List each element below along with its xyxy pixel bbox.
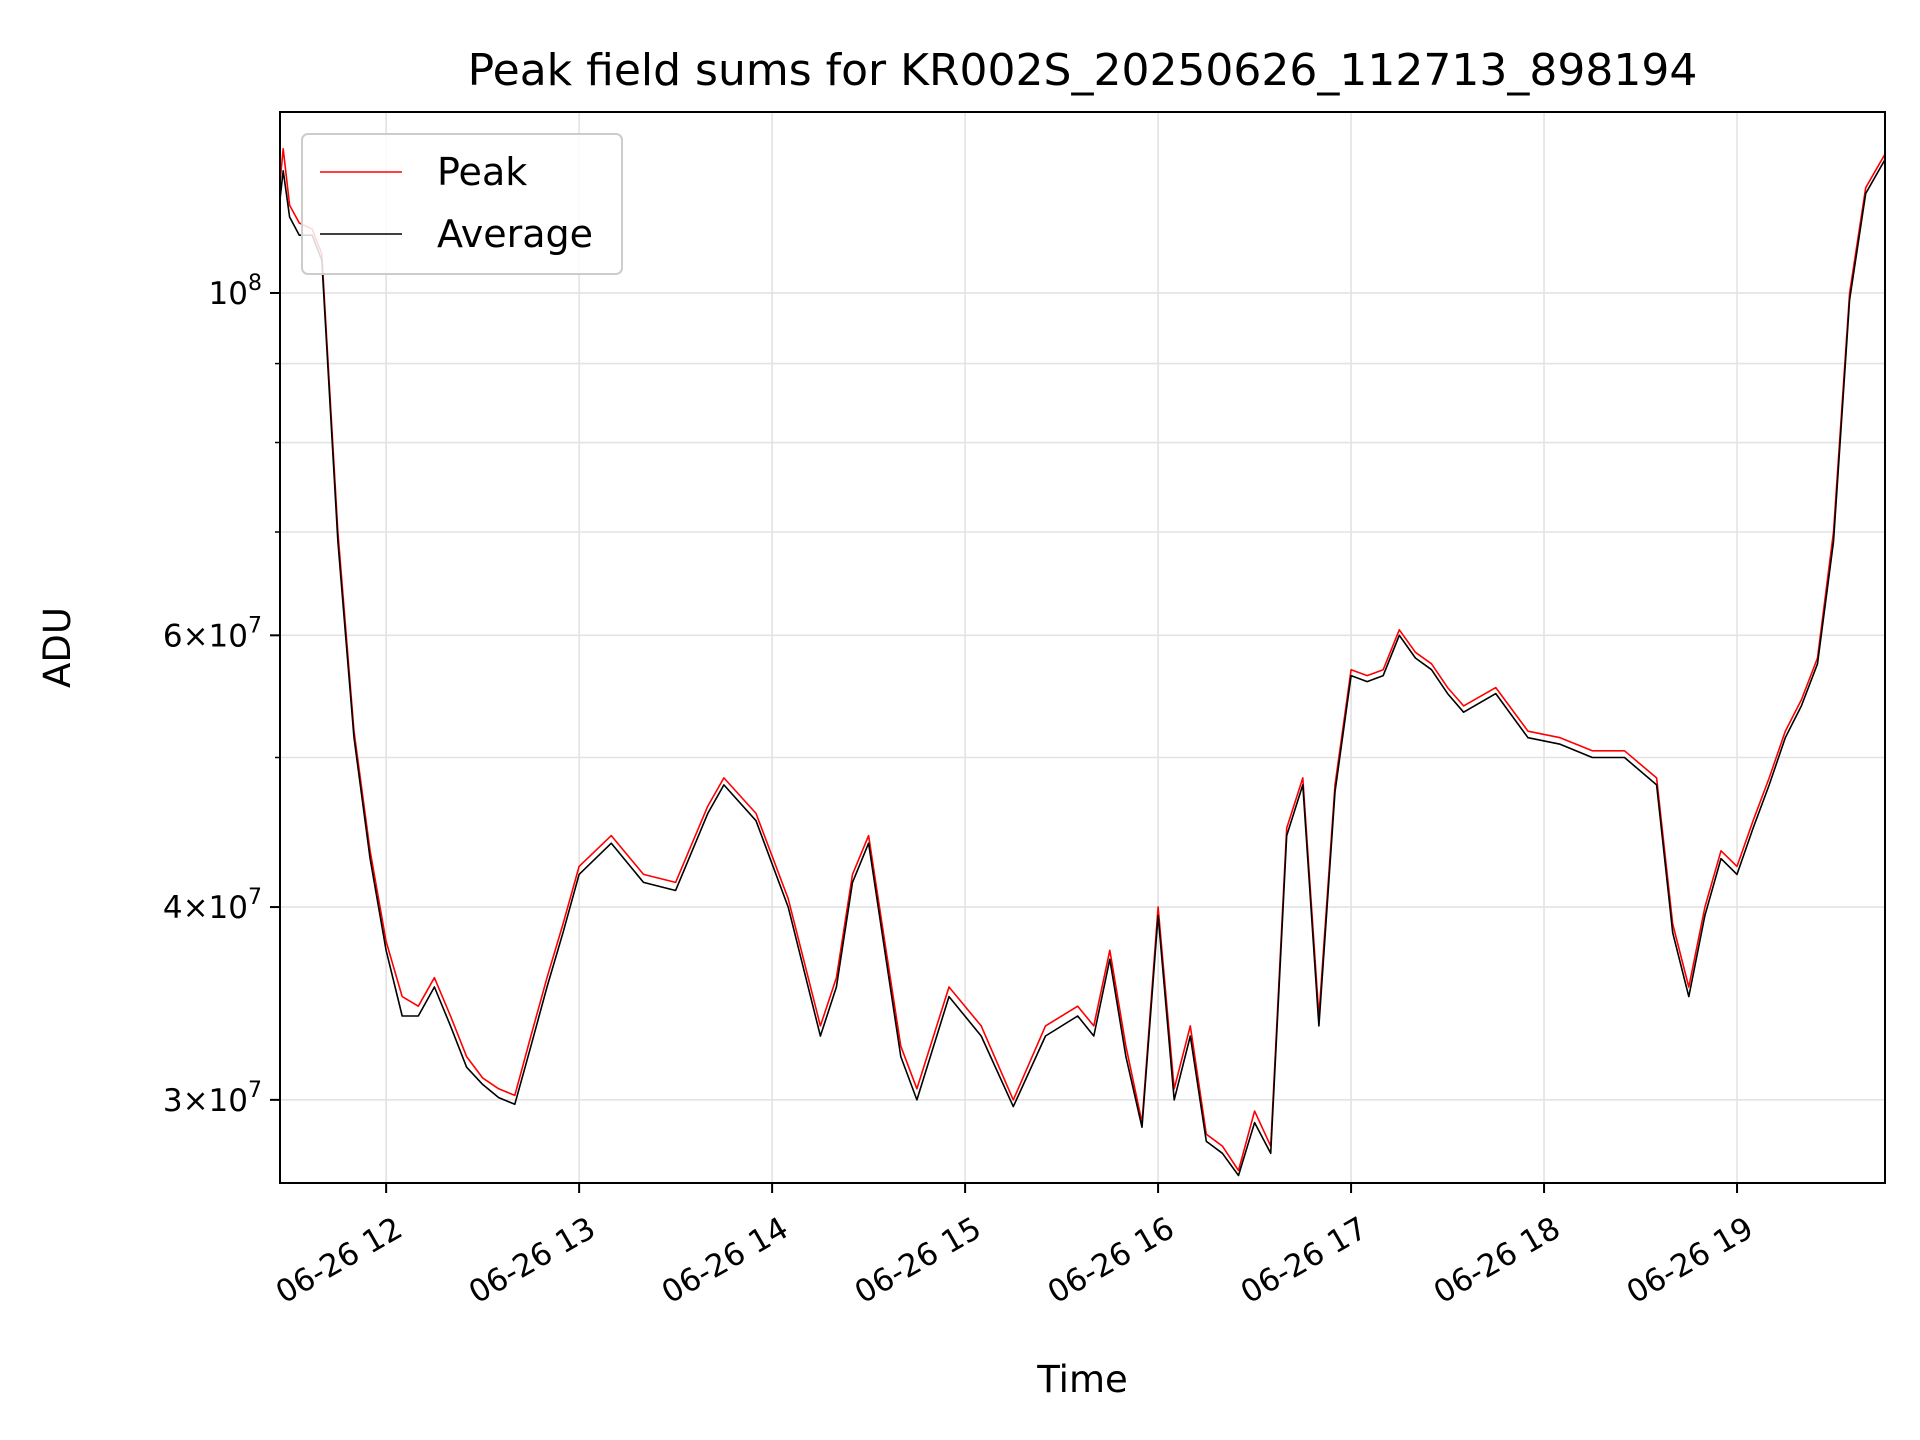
y-tick-base: 10	[209, 1083, 248, 1119]
plot-frame	[279, 111, 1886, 1184]
y-tick-base: 10	[209, 890, 248, 926]
y-tick-label: 3×107	[163, 1078, 262, 1119]
y-tick-times: ×	[183, 618, 209, 654]
legend: Peak Average	[301, 133, 623, 275]
legend-label-peak: Peak	[437, 150, 527, 194]
y-tick-exponent: 8	[248, 271, 262, 296]
legend-box	[301, 133, 623, 275]
y-tick-exponent: 7	[248, 613, 262, 638]
y-axis-title: ADU	[36, 607, 79, 688]
y-tick-label: 4×107	[163, 885, 262, 926]
legend-label-average: Average	[437, 212, 593, 256]
series-line-peak	[279, 148, 1886, 1172]
y-tick-mantissa: 6	[163, 618, 183, 654]
y-tick-label: 108	[209, 271, 262, 312]
series-line-average	[279, 159, 1886, 1177]
y-tick-base: 10	[209, 276, 248, 312]
y-tick-mantissa: 4	[163, 890, 183, 926]
y-tick-mantissa: 3	[163, 1083, 183, 1119]
x-axis-title: Time	[1036, 1358, 1128, 1401]
y-tick-exponent: 7	[248, 1078, 262, 1103]
series-layer	[279, 148, 1886, 1177]
y-tick-times: ×	[183, 890, 209, 926]
y-tick-label: 6×107	[163, 613, 262, 654]
y-tick-times: ×	[183, 1083, 209, 1119]
y-tick-exponent: 7	[248, 885, 262, 910]
grid	[280, 112, 1885, 1183]
y-tick-base: 10	[209, 618, 248, 654]
chart-title: Peak field sums for KR002S_20250626_1127…	[468, 45, 1698, 96]
